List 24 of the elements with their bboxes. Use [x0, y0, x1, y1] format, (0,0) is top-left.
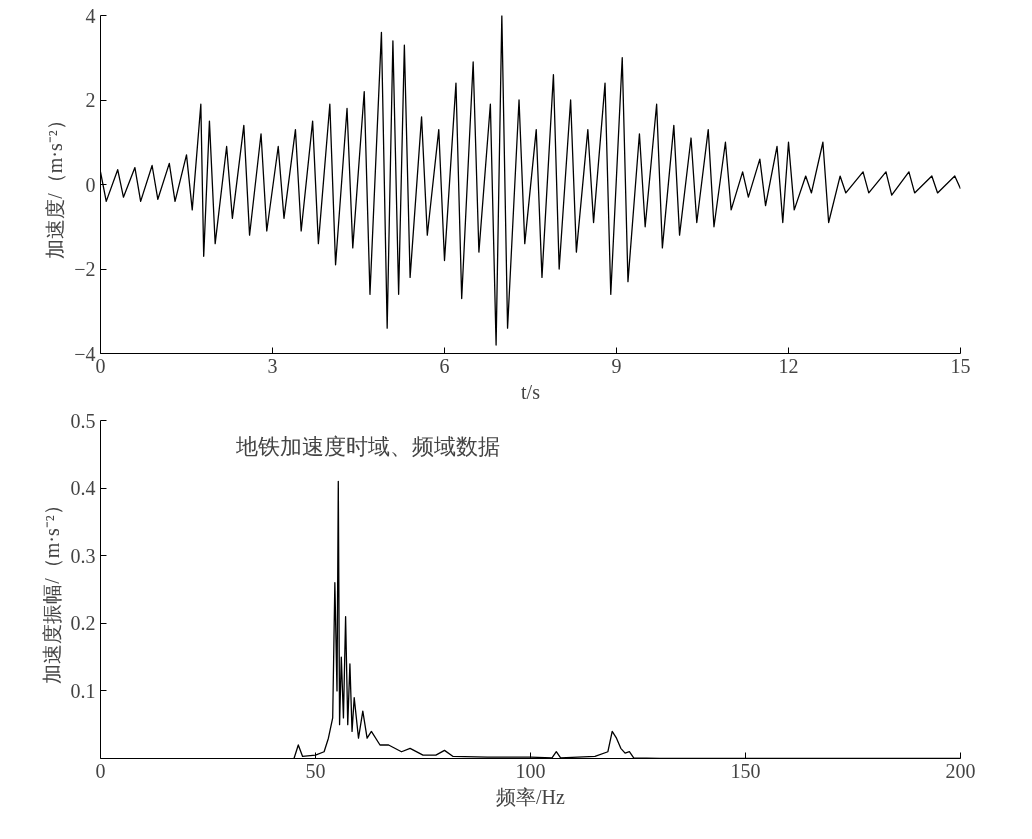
y-tick-label: 0	[85, 173, 96, 196]
y-tick-label: 0.4	[70, 477, 96, 500]
y-tick-label: −2	[74, 258, 96, 280]
y-tick-label: 0.2	[70, 612, 96, 635]
x-tick-label: 150	[730, 759, 761, 782]
y-tick-label: 4	[85, 4, 96, 27]
annotation: 地铁加速度时域、频域数据	[234, 433, 500, 459]
x-axis-title: 频率/Hz	[496, 785, 566, 808]
x-tick-label: 50	[305, 759, 326, 782]
y-tick-label: −4	[74, 342, 96, 365]
y-axis-title: 加速度振幅/（m·s⁻²）	[40, 495, 63, 684]
x-axis-title: t/s	[521, 380, 541, 403]
x-tick-label: 15	[950, 354, 971, 377]
x-tick-label: 3	[267, 354, 278, 377]
x-tick-label: 100	[515, 759, 546, 782]
y-tick-label: 0.3	[70, 544, 96, 567]
y-axis-title: 加速度/（m·s⁻²）	[44, 110, 67, 259]
x-tick-label: 200	[945, 759, 976, 782]
y-tick-label: 2	[85, 89, 96, 111]
y-tick-label: 0.5	[70, 409, 96, 432]
y-tick-label: 0.1	[70, 679, 96, 702]
x-tick-label: 6	[439, 354, 450, 377]
x-tick-label: 12	[778, 354, 799, 377]
x-tick-label: 9	[611, 354, 622, 377]
